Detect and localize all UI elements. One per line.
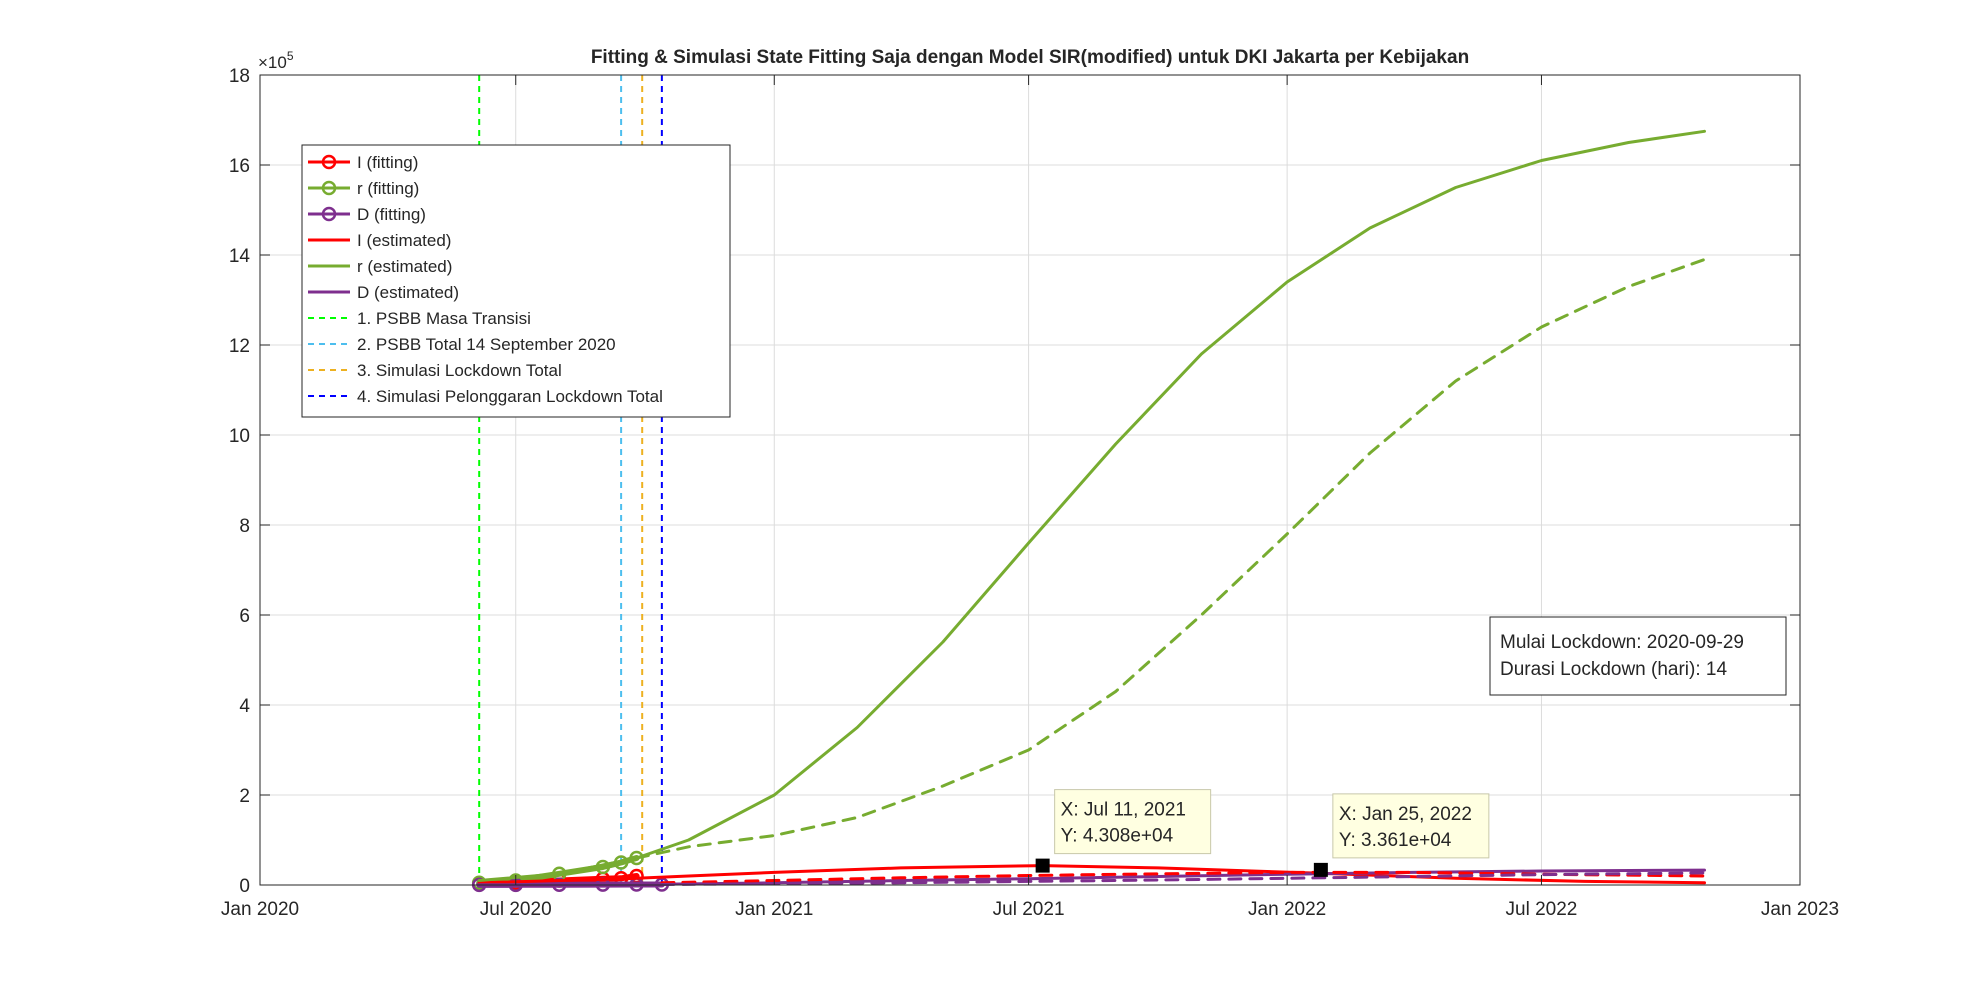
datatip-y: Y: 3.361e+04 — [1339, 830, 1452, 851]
series-line — [635, 258, 1706, 860]
legend-label: I (estimated) — [357, 231, 451, 250]
x-tick-label: Jul 2021 — [993, 899, 1065, 920]
legend-label: r (estimated) — [357, 257, 452, 276]
lockdown-annotation: Mulai Lockdown: 2020-09-29 Durasi Lockdo… — [1489, 616, 1787, 696]
x-tick-label: Jul 2022 — [1506, 899, 1578, 920]
datatip-marker — [1313, 862, 1328, 877]
axes-box — [259, 74, 1801, 886]
y-tick-label: 4 — [239, 696, 250, 717]
annotation-line-2: Durasi Lockdown (hari): 14 — [1500, 659, 1727, 680]
legend: I (fitting) r (fitting) D (fitting) I (esti… — [301, 144, 731, 418]
x-tick-label: Jan 2023 — [1761, 899, 1839, 920]
annotation-line-1: Mulai Lockdown: 2020-09-29 — [1500, 632, 1744, 653]
legend-marker — [321, 154, 337, 170]
legend-label: 2. PSBB Total 14 September 2020 — [357, 335, 616, 354]
x-tick-label: Jan 2021 — [735, 899, 813, 920]
legend-label: 3. Simulasi Lockdown Total — [357, 361, 562, 380]
legend-label: D (estimated) — [357, 283, 459, 302]
legend-box — [301, 144, 731, 418]
ticks: Jan 2020 Jul 2020 Jan 2021 Jul 2021 Jan 2022… — [221, 66, 1839, 920]
legend-label: 1. PSBB Masa Transisi — [357, 309, 531, 328]
datatip-marker — [1035, 858, 1050, 873]
datatip-y: Y: 4.308e+04 — [1061, 826, 1174, 847]
x-tick-label: Jul 2020 — [480, 899, 552, 920]
datatip-box — [1332, 793, 1490, 859]
datatip-x: X: Jan 25, 2022 — [1339, 804, 1472, 825]
legend-marker — [321, 206, 337, 222]
y-exponent: ×105 — [258, 49, 294, 72]
y-tick-label: 0 — [239, 876, 250, 897]
y-tick-label: 10 — [229, 426, 250, 447]
datatips: X: Jul 11, 2021 Y: 4.308e+04 X: Jan 25, 20… — [1035, 789, 1490, 877]
y-tick-label: 18 — [229, 66, 250, 87]
x-tick-label: Jan 2020 — [221, 899, 299, 920]
series-line — [660, 870, 1706, 885]
series-line — [660, 871, 1706, 886]
legend-label: r (fitting) — [357, 179, 419, 198]
datatip-box — [1054, 789, 1212, 855]
y-tick-label: 16 — [229, 156, 250, 177]
legend-label: 4. Simulasi Pelonggaran Lockdown Total — [357, 387, 663, 406]
y-tick-label: 2 — [239, 786, 250, 807]
legend-label: D (fitting) — [357, 205, 426, 224]
y-tick-label: 14 — [229, 246, 251, 267]
y-tick-label: 12 — [229, 336, 250, 357]
annotation-box — [1489, 616, 1787, 696]
series-line — [477, 129, 1706, 882]
y-tick-label: 8 — [239, 516, 250, 537]
x-tick-label: Jan 2022 — [1248, 899, 1326, 920]
legend-marker — [321, 180, 337, 196]
datatip-x: X: Jul 11, 2021 — [1061, 800, 1186, 821]
legend-label: I (fitting) — [357, 153, 418, 172]
y-tick-label: 6 — [239, 606, 250, 627]
chart-title: Fitting & Simulasi State Fitting Saja de… — [591, 47, 1469, 68]
